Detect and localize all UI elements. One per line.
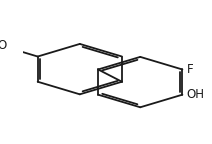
Text: O: O — [0, 39, 7, 52]
Text: F: F — [187, 63, 194, 76]
Text: OH: OH — [186, 88, 204, 101]
